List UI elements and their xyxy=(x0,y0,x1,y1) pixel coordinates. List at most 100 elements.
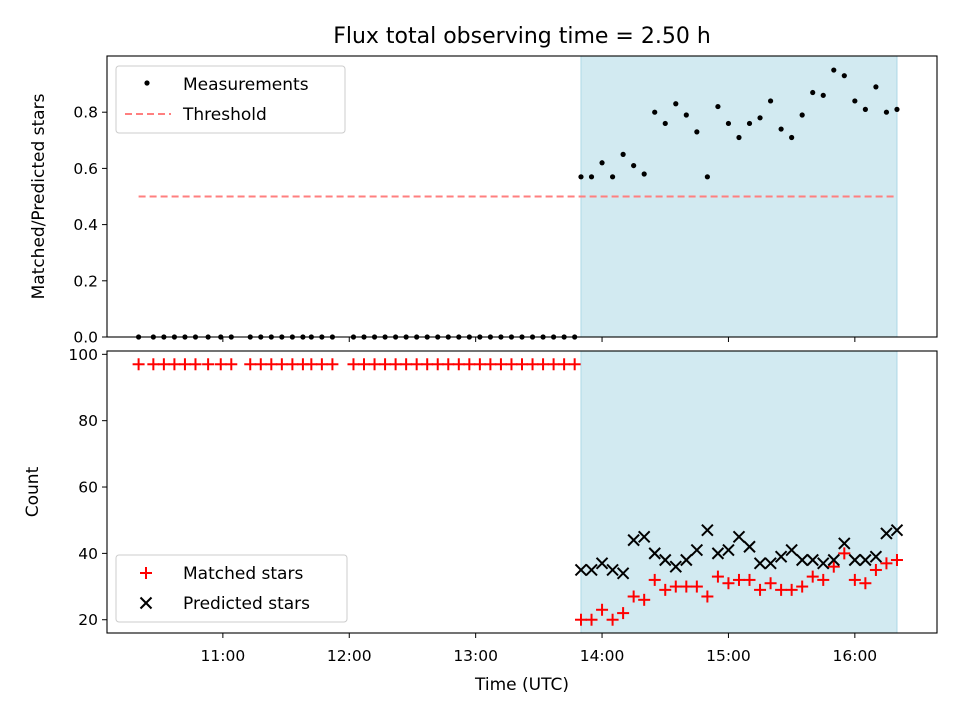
matched-star-point xyxy=(265,358,278,371)
bottom-y-tick-label: 80 xyxy=(78,412,98,430)
matched-star-point xyxy=(442,358,455,371)
measurement-point xyxy=(841,73,847,79)
top-legend-box xyxy=(115,65,346,134)
measurement-point xyxy=(588,174,595,180)
predicted-star-point xyxy=(690,543,704,557)
measurement-point xyxy=(662,120,668,127)
matched-star-point xyxy=(817,573,830,586)
predicted-star-point xyxy=(806,553,819,567)
legend-measurements-marker xyxy=(144,80,150,86)
predicted-star-point xyxy=(764,557,777,570)
matched-star-point xyxy=(659,583,672,596)
matched-star-point xyxy=(202,358,215,371)
predicted-star-point xyxy=(785,543,798,557)
measurement-point xyxy=(725,120,732,127)
matched-star-point xyxy=(827,560,840,573)
matched-star-point xyxy=(547,358,560,371)
measurement-point xyxy=(862,106,868,112)
matched-star-point xyxy=(147,358,160,371)
matched-star-point xyxy=(617,607,630,620)
bottom-y-tick-label: 20 xyxy=(78,611,98,629)
matched-star-point xyxy=(754,583,767,596)
matched-star-point xyxy=(859,577,872,590)
measurement-point xyxy=(631,162,637,169)
matched-star-point xyxy=(473,358,486,371)
legend-matched-label: Matched stars xyxy=(183,564,303,584)
matched-star-point xyxy=(168,358,181,371)
predicted-star-point xyxy=(648,547,661,560)
predicted-star-point xyxy=(606,563,619,577)
matched-star-point xyxy=(606,613,619,626)
matched-star-point xyxy=(732,573,745,586)
predicted-star-point xyxy=(795,553,809,567)
matched-star-point xyxy=(890,554,903,567)
matched-star-point xyxy=(869,563,882,576)
measurement-point xyxy=(778,126,784,132)
predicted-star-point xyxy=(753,557,767,570)
matched-star-point xyxy=(358,358,371,371)
matched-star-point xyxy=(690,580,703,593)
matched-star-point xyxy=(669,580,682,593)
top-y-tick-label: 0.0 xyxy=(73,329,98,347)
matched-star-point xyxy=(379,358,392,371)
measurement-point xyxy=(799,112,805,118)
matched-star-point xyxy=(806,570,819,583)
matched-star-point xyxy=(785,583,798,596)
predicted-star-point xyxy=(722,543,735,557)
bottom-x-tick-label: 14:00 xyxy=(580,647,625,665)
predicted-star-point xyxy=(880,527,893,540)
matched-star-point xyxy=(627,590,640,603)
bottom-y-tick-label: 100 xyxy=(68,346,98,364)
measurement-point xyxy=(609,174,616,180)
measurement-point xyxy=(894,106,900,112)
legend-threshold-label: Threshold xyxy=(182,105,267,125)
measurement-point xyxy=(652,109,658,115)
top-y-tick-label: 0.8 xyxy=(73,104,98,122)
matched-star-point xyxy=(157,358,170,371)
predicted-star-point xyxy=(743,540,756,553)
bottom-y-tick-label: 40 xyxy=(78,545,98,563)
matched-star-point xyxy=(452,358,465,371)
matched-star-point xyxy=(463,358,476,371)
matched-star-point xyxy=(711,570,724,583)
top-y-tick-label: 0.4 xyxy=(73,216,98,234)
legend-predicted-marker xyxy=(139,596,153,610)
predicted-star-point xyxy=(869,550,883,563)
predicted-star-point xyxy=(616,567,630,580)
matched-star-point xyxy=(214,358,227,371)
measurement-point xyxy=(578,174,584,180)
predicted-star-point xyxy=(817,557,830,570)
matched-star-point xyxy=(848,573,861,586)
matched-star-point xyxy=(638,593,651,606)
matched-star-point xyxy=(494,358,507,371)
legend-matched-marker xyxy=(140,567,152,579)
matched-star-point xyxy=(315,358,328,371)
matched-star-point xyxy=(484,358,497,371)
predicted-star-point xyxy=(595,557,609,570)
matched-star-point xyxy=(537,358,550,371)
matched-star-point xyxy=(648,573,661,586)
bottom-shaded-span xyxy=(580,350,898,634)
matched-star-point xyxy=(775,583,788,596)
bottom-x-tick-label: 15:00 xyxy=(706,647,751,665)
legend-predicted-label: Predicted stars xyxy=(183,594,310,614)
matched-star-point xyxy=(558,358,571,371)
matched-star-point xyxy=(132,358,145,371)
top-x-ticks xyxy=(222,337,856,342)
legend-matched-glyph xyxy=(140,567,152,579)
matched-star-point xyxy=(431,358,444,371)
measurement-point xyxy=(683,112,689,118)
matched-star-point xyxy=(326,358,339,371)
matched-star-point xyxy=(764,577,777,590)
matched-star-point xyxy=(244,358,257,371)
matched-star-point xyxy=(680,580,693,593)
top-y-axis: 0.0 0.2 0.4 0.6 0.8 xyxy=(73,104,107,347)
top-axes-frame xyxy=(106,55,938,338)
measurement-point xyxy=(599,160,605,166)
matched-star-point xyxy=(880,557,893,570)
matched-star-point xyxy=(178,358,191,371)
matched-star-point xyxy=(305,358,318,371)
top-y-tick-label: 0.2 xyxy=(73,272,98,290)
matched-star-point xyxy=(189,358,202,371)
